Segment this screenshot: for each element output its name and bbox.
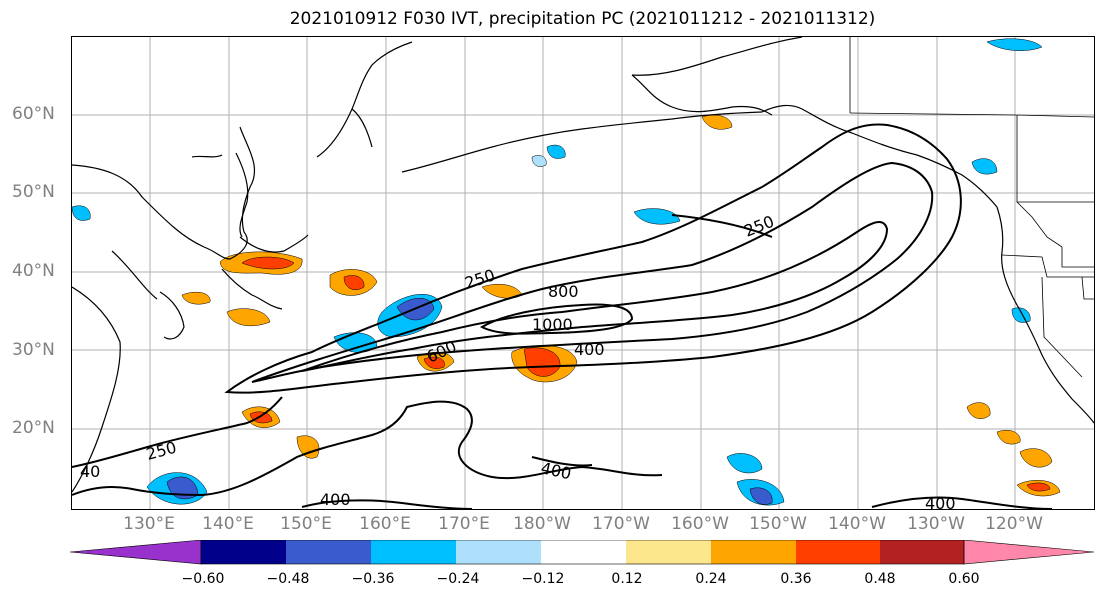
colorbar-tick: −0.12	[521, 571, 565, 587]
colorbar-bin	[201, 540, 286, 564]
colorbar-tick: −0.48	[266, 571, 310, 587]
colorbar-bin	[456, 540, 541, 564]
contour-label-400-b: 400	[539, 458, 573, 483]
map-panel: 250 250 800 1000 400 600 250 400 400 400…	[71, 36, 1095, 510]
contour-label-400-d: 400	[925, 494, 956, 509]
lat-label-30n: 30°N	[12, 340, 55, 360]
colorbar-bin	[711, 540, 796, 564]
graticule	[72, 37, 1094, 509]
lat-label-40n: 40°N	[12, 261, 55, 281]
lat-label-60n: 60°N	[12, 104, 55, 124]
lon-label-120w: 120°W	[985, 514, 1043, 534]
colorbar-bin	[286, 540, 371, 564]
lon-label-140e: 140°E	[202, 514, 254, 534]
contour-label-800: 800	[548, 282, 579, 301]
precip-shading	[72, 38, 1061, 506]
colorbar-extend-left	[69, 540, 202, 565]
contour-label-250-c: 250	[144, 438, 178, 464]
colorbar-bin	[371, 540, 456, 564]
contour-label-400-a: 400	[574, 340, 605, 359]
lon-label-170e: 170°E	[438, 514, 490, 534]
contour-label-400-c: 400	[320, 490, 351, 509]
political-borders	[849, 37, 1094, 378]
lat-label-20n: 20°N	[12, 418, 55, 438]
colorbar-outline	[200, 540, 965, 565]
colorbar-bin	[880, 540, 964, 564]
lon-label-160w: 160°W	[671, 514, 729, 534]
colorbar-tick: −0.36	[351, 571, 395, 587]
lon-label-170w: 170°W	[592, 514, 650, 534]
colorbar-extend-right	[963, 540, 1095, 565]
lon-label-130e: 130°E	[123, 514, 175, 534]
colorbar-tick: −0.24	[436, 571, 480, 587]
colorbar-tick: 0.60	[948, 571, 980, 587]
lon-label-180w: 180°W	[513, 514, 571, 534]
colorbar-bin	[626, 540, 711, 564]
contour-label-40: 40	[80, 462, 100, 481]
colorbar	[69, 540, 1095, 565]
colorbar-tick: 0.24	[695, 571, 727, 587]
lon-label-140w: 140°W	[828, 514, 886, 534]
coastlines	[72, 37, 1094, 493]
contour-label-1000: 1000	[532, 315, 573, 334]
lon-label-160e: 160°E	[359, 514, 411, 534]
colorbar-tick: 0.36	[780, 571, 812, 587]
colorbar-bin	[796, 540, 880, 564]
lat-label-50n: 50°N	[12, 182, 55, 202]
colorbar-tick: 0.48	[864, 571, 896, 587]
lon-label-150e: 150°E	[280, 514, 332, 534]
colorbar-tick: −0.60	[181, 571, 225, 587]
colorbar-tick: 0.12	[611, 571, 643, 587]
map-canvas: 250 250 800 1000 400 600 250 400 400 400…	[72, 37, 1094, 509]
lon-label-150w: 150°W	[749, 514, 807, 534]
map-title: 2021010912 F030 IVT, precipitation PC (2…	[289, 9, 876, 29]
lon-label-130w: 130°W	[907, 514, 965, 534]
colorbar-bin	[541, 540, 626, 564]
ivt-contours	[72, 123, 1053, 509]
